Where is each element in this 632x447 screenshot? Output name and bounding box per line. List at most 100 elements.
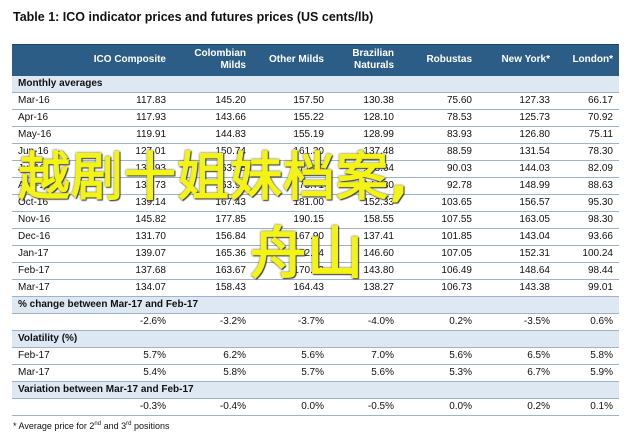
table-cell: 163.67 <box>172 262 252 280</box>
row-label: Oct-16 <box>12 194 84 212</box>
table-cell: 5.9% <box>556 364 619 382</box>
table-row: Apr-16 117.93 143.66 155.22 128.10 78.53 125.7… <box>12 109 619 127</box>
table-cell: 117.83 <box>84 92 172 110</box>
footnote: * Average price for 2nd and 3rd position… <box>13 421 169 431</box>
table-cell: 163.05 <box>478 211 556 229</box>
table-cell: 165.36 <box>172 245 252 263</box>
table-row: Feb-17 5.7% 6.2% 5.6% 7.0% 5.6% 6.5% 5.8% <box>12 347 619 365</box>
section-percent-change: % change between Mar-17 and Feb-17 <box>12 296 619 314</box>
table-cell: 5.3% <box>400 364 478 382</box>
table-cell: -0.4% <box>172 398 252 416</box>
header-other-milds: Other Milds <box>252 44 330 76</box>
section-label: Monthly averages <box>12 75 619 93</box>
table-cell: 152.31 <box>478 245 556 263</box>
row-label: Feb-17 <box>12 347 84 365</box>
row-label: Jan-17 <box>12 245 84 263</box>
table-cell: 157.50 <box>252 92 330 110</box>
table-cell: 143.66 <box>172 109 252 127</box>
header-colombian-milds: Colombian Milds <box>172 44 252 76</box>
table-cell: -0.3% <box>84 398 172 416</box>
table-cell: 143.80 <box>330 262 400 280</box>
table-cell: 130.38 <box>330 92 400 110</box>
table-cell: 144.30 <box>330 177 400 195</box>
table-cell: 128.99 <box>330 126 400 144</box>
table-cell: 66.17 <box>556 92 619 110</box>
header-row: ICO Composite Colombian Milds Other Mild… <box>12 44 619 76</box>
table-cell: 134.73 <box>84 177 172 195</box>
table-row: Aug-16 134.73 163.91 173.71 144.30 92.78 148.9… <box>12 177 619 195</box>
table-cell: 98.30 <box>556 211 619 229</box>
table-cell: 163.91 <box>172 177 252 195</box>
table-cell: 82.09 <box>556 160 619 178</box>
table-cell: 5.6% <box>330 364 400 382</box>
table-cell: 164.43 <box>252 279 330 297</box>
table-cell: 5.8% <box>172 364 252 382</box>
table-cell: 158.43 <box>172 279 252 297</box>
table-cell: 83.93 <box>400 126 478 144</box>
table-cell: 148.64 <box>478 262 556 280</box>
table-cell: 100.24 <box>556 245 619 263</box>
row-label: Apr-16 <box>12 109 84 127</box>
row-label <box>12 313 84 331</box>
footnote-prefix: * Average price for 2 <box>13 421 95 431</box>
table-cell: 148.64 <box>330 160 400 178</box>
table-cell: 155.19 <box>252 126 330 144</box>
table-cell: 134.07 <box>84 279 172 297</box>
table-row: Nov-16 145.82 177.85 190.15 158.55 107.55 163.… <box>12 211 619 229</box>
table-cell: 0.0% <box>252 398 330 416</box>
table-cell: 143.04 <box>478 228 556 246</box>
table-cell: 0.1% <box>556 398 619 416</box>
table-cell: 5.8% <box>556 347 619 365</box>
table-cell: 7.0% <box>330 347 400 365</box>
price-table: ICO Composite Colombian Milds Other Mild… <box>12 44 619 416</box>
table-cell: 5.4% <box>84 364 172 382</box>
table-cell: 93.66 <box>556 228 619 246</box>
table-cell: -4.0% <box>330 313 400 331</box>
table-cell: 155.22 <box>252 109 330 127</box>
table-cell: 88.59 <box>400 143 478 161</box>
row-label: May-16 <box>12 126 84 144</box>
table-cell: 117.93 <box>84 109 172 127</box>
footnote-sup-rd: rd <box>126 421 132 427</box>
table-cell: 78.30 <box>556 143 619 161</box>
table-row: Dec-16 131.70 156.84 167.90 137.41 101.85 143.… <box>12 228 619 246</box>
watermark-text-line2: 舟山 <box>250 222 364 287</box>
table-cell: 107.05 <box>400 245 478 263</box>
table-cell: 128.10 <box>330 109 400 127</box>
header-blank <box>12 44 84 76</box>
table-cell: 131.54 <box>478 143 556 161</box>
table-cell: 75.60 <box>400 92 478 110</box>
table-cell: 99.01 <box>556 279 619 297</box>
header-robustas: Robustas <box>400 44 478 76</box>
table-cell: 101.85 <box>400 228 478 246</box>
table-cell: 163.58 <box>172 160 252 178</box>
table-cell: 144.83 <box>172 126 252 144</box>
table-cell: 150.74 <box>172 143 252 161</box>
header-new-york: New York* <box>478 44 556 76</box>
table-cell: 137.48 <box>330 143 400 161</box>
table-cell: 146.60 <box>330 245 400 263</box>
table-cell: 177.85 <box>172 211 252 229</box>
row-label: Mar-16 <box>12 92 84 110</box>
table-cell: -3.5% <box>478 313 556 331</box>
table-cell: 145.20 <box>172 92 252 110</box>
table-row: Mar-17 134.07 158.43 164.43 138.27 106.73 143.… <box>12 279 619 297</box>
section-variation: Variation between Mar-17 and Feb-17 <box>12 381 619 399</box>
section-label: Variation between Mar-17 and Feb-17 <box>12 381 619 399</box>
table-cell: 106.49 <box>400 262 478 280</box>
table-row: -0.3% -0.4% 0.0% -0.5% 0.0% 0.2% 0.1% <box>12 398 619 416</box>
table-cell: 106.73 <box>400 279 478 297</box>
footnote-suffix: positions <box>131 421 170 431</box>
table-cell: 167.90 <box>252 228 330 246</box>
section-label: Volatility (%) <box>12 330 619 348</box>
table-cell: 103.65 <box>400 194 478 212</box>
section-label: % change between Mar-17 and Feb-17 <box>12 296 619 314</box>
table-cell: 78.53 <box>400 109 478 127</box>
table-row: Jun-16 127.01 150.74 161.30 137.48 88.59 131.5… <box>12 143 619 161</box>
table-cell: 145.82 <box>84 211 172 229</box>
table-cell: 156.84 <box>172 228 252 246</box>
table-cell: 75.11 <box>556 126 619 144</box>
row-label: Aug-16 <box>12 177 84 195</box>
table-row: Oct-16 139.14 167.43 181.00 152.33 103.65 156.… <box>12 194 619 212</box>
table-cell: 132.93 <box>84 160 172 178</box>
